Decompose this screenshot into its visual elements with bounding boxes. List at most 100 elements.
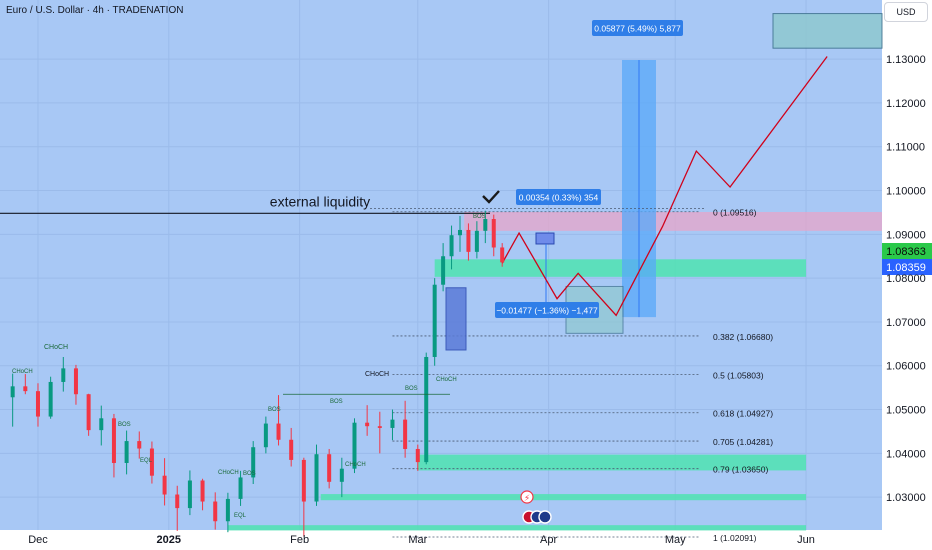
candle-body	[314, 454, 319, 502]
candle-body	[432, 284, 437, 357]
demand-zone	[434, 259, 807, 277]
fib-level-label: 0 (1.09516)	[713, 208, 757, 218]
time-axis-panel[interactable]	[0, 530, 882, 550]
candle-body	[162, 475, 167, 495]
candle-body	[111, 418, 116, 463]
liquidity-label: external liquidity	[270, 193, 370, 209]
measure-label-down-bg	[495, 302, 599, 318]
candle-body	[213, 501, 218, 522]
candle-body	[474, 230, 479, 252]
demand-zone	[227, 525, 807, 531]
structure-label: CHoCH	[12, 369, 33, 375]
candle-body	[377, 426, 382, 428]
demand-zone	[320, 494, 807, 501]
candle-body	[73, 368, 78, 395]
candle-body	[35, 391, 40, 417]
candle-body	[390, 419, 395, 428]
candle-body	[301, 459, 306, 502]
fib-level-label: 0.79 (1.03650)	[713, 465, 768, 475]
candle-body	[149, 448, 154, 476]
candle-body	[137, 441, 142, 449]
measure-label-down: −0.01477 (−1.36%) −1,477	[496, 306, 598, 316]
structure-label: BOS	[118, 422, 131, 428]
projected-path	[501, 56, 828, 317]
candle-body	[86, 394, 91, 431]
candle-body	[500, 247, 505, 263]
candle-body	[457, 229, 462, 236]
time-tick-label: Apr	[540, 534, 557, 546]
candle-body	[238, 477, 243, 499]
target-zone-box	[772, 13, 883, 49]
candle-body	[251, 447, 256, 478]
candle-body	[124, 441, 129, 463]
structure-label: BOS	[268, 407, 281, 413]
price-tick-label: 1.05000	[886, 405, 926, 417]
price-badge-bg	[882, 243, 932, 259]
candle-body	[327, 454, 332, 482]
candle-body	[483, 219, 488, 231]
structure-label: BOS	[473, 214, 486, 220]
candle-body	[466, 229, 471, 252]
price-tick-label: 1.13000	[886, 54, 926, 66]
price-tick-label: 1.08000	[886, 273, 926, 285]
candle-body	[289, 439, 294, 460]
candle-body	[175, 494, 180, 509]
structure-label: CHoCH	[436, 377, 457, 383]
candle-body	[61, 368, 66, 382]
candle-body	[263, 423, 268, 448]
time-tick-label: Jun	[797, 534, 815, 546]
structure-label: CHoCH	[44, 344, 68, 351]
checkmark-icon	[482, 190, 500, 204]
demand-zone	[417, 454, 807, 471]
fib-level-label: 1 (1.02091)	[713, 533, 757, 543]
structure-label: EQL	[140, 458, 153, 464]
structure-label: BOS	[243, 471, 256, 477]
candle-body	[187, 480, 192, 509]
candle-body	[99, 418, 104, 431]
candle-body	[339, 468, 344, 482]
fib-level-label: 0.705 (1.04281)	[713, 437, 773, 447]
structure-label: BOS	[405, 386, 418, 392]
structure-label: BOS	[330, 399, 343, 405]
candle-body	[403, 419, 408, 449]
measure-label-top-bg	[592, 20, 683, 36]
candle-body	[276, 423, 281, 440]
candle-body	[200, 480, 205, 502]
price-tick-label: 1.04000	[886, 448, 926, 460]
time-tick-label: 2025	[157, 534, 181, 546]
time-tick-label: Feb	[290, 534, 309, 546]
lightning-glyph: ⚡	[524, 494, 530, 504]
measure-label-top: 0.05877 (5.49%) 5,877	[594, 24, 681, 34]
candle-body	[365, 422, 370, 427]
fib-level-label: 0.382 (1.06680)	[713, 332, 773, 342]
price-badge-label: 1.08363	[886, 246, 926, 258]
measure-label-small-bg	[516, 189, 601, 205]
time-tick-label: May	[665, 534, 686, 546]
price-tick-label: 1.10000	[886, 186, 926, 198]
event-flag-icon	[538, 510, 552, 524]
candle-body	[352, 422, 357, 469]
impulse-measure-box	[445, 287, 467, 351]
measure-label-small: 0.00354 (0.33%) 354	[519, 193, 599, 203]
price-badge-label: 1.08359	[886, 262, 926, 274]
price-badge-bg	[882, 259, 932, 275]
event-lightning-icon	[520, 490, 534, 504]
currency-selector[interactable]: USD	[884, 2, 928, 22]
candle-body	[424, 356, 429, 463]
candle-body	[491, 219, 496, 248]
fib-level-label: 0.618 (1.04927)	[713, 409, 773, 419]
candle-body	[449, 235, 454, 257]
structure-label: CHoCH	[365, 371, 389, 378]
price-tick-label: 1.09000	[886, 229, 926, 241]
price-tick-label: 1.12000	[886, 98, 926, 110]
price-tick-label: 1.11000	[886, 142, 925, 154]
candle-body	[48, 381, 53, 417]
structure-label: CHoCH	[218, 470, 239, 476]
fib-level-label: 0.5 (1.05803)	[713, 370, 764, 380]
premium-zone	[464, 212, 882, 231]
time-tick-label: Dec	[28, 534, 48, 546]
price-tick-label: 1.06000	[886, 361, 926, 373]
candle-body	[225, 498, 230, 522]
